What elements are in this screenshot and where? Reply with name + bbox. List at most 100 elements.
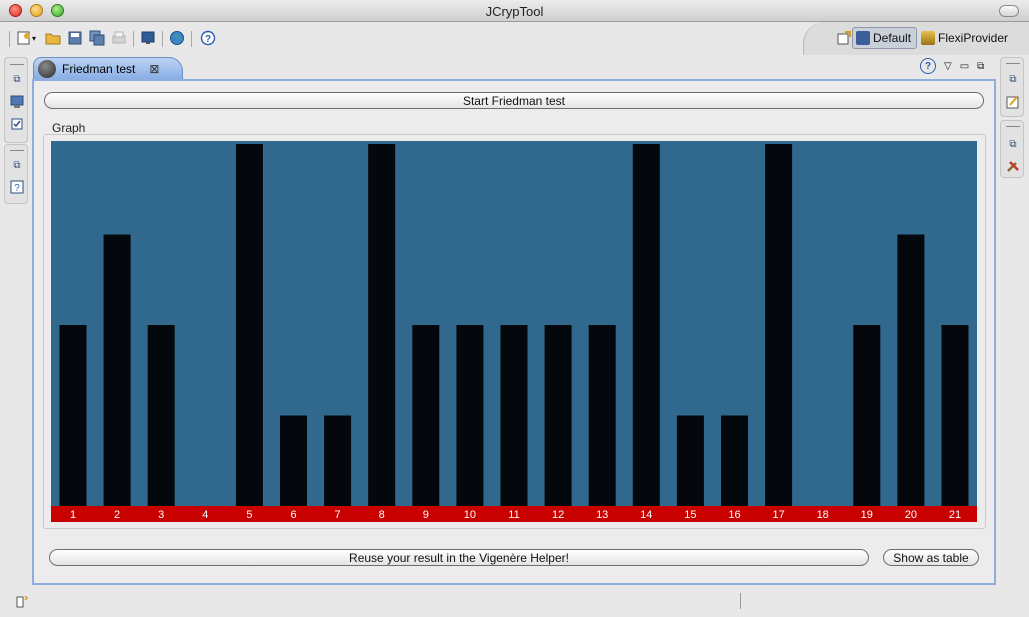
chart-bar-2 — [103, 234, 131, 506]
open-perspective-icon[interactable] — [835, 29, 853, 47]
new-dropdown-icon[interactable]: ▾ — [31, 33, 36, 43]
chart-bar-17 — [765, 144, 793, 506]
x-tick-label-11: 11 — [508, 509, 519, 521]
x-tick-label-3: 3 — [158, 509, 164, 521]
restore-icon[interactable]: ⧉ — [13, 73, 21, 85]
view-menu-icon[interactable]: ▽ — [944, 60, 952, 72]
graph-group — [43, 134, 986, 529]
x-tick-label-13: 13 — [596, 509, 608, 521]
crypto-explorer-icon[interactable] — [9, 95, 25, 109]
x-tick-label-2: 2 — [114, 509, 120, 521]
tab-friedman-test[interactable]: Friedman test ⊠ — [33, 57, 183, 80]
x-axis-label-band — [51, 506, 977, 522]
x-tick-label-18: 18 — [817, 509, 829, 521]
left-trim-stack-top: ⧉ — [4, 57, 28, 143]
chart-bar-10 — [456, 325, 484, 506]
trim-handle[interactable] — [1006, 126, 1020, 127]
svg-text:?: ? — [205, 34, 211, 45]
zoom-window-button[interactable] — [51, 4, 64, 17]
chart-bar-9 — [412, 325, 440, 506]
minimize-window-button[interactable] — [30, 4, 43, 17]
x-tick-label-7: 7 — [335, 509, 341, 521]
x-tick-label-5: 5 — [246, 509, 252, 521]
start-friedman-test-button[interactable]: Start Friedman test — [44, 92, 984, 109]
chart-bar-6 — [280, 415, 307, 506]
chart-bar-1 — [59, 325, 87, 506]
save-icon[interactable] — [66, 29, 84, 47]
chart-bar-15 — [676, 415, 704, 506]
help-icon[interactable]: ? — [199, 29, 217, 47]
algorithms-icon[interactable] — [9, 117, 25, 131]
friedman-bar-chart: 1 2 3 4 5 6 7 8 9 10 11 12 13 14 15 16 17 18 19 20 21 — [51, 144, 977, 522]
friedman-view-icon — [38, 60, 56, 78]
close-window-button[interactable] — [9, 4, 22, 17]
chart-bar-8 — [368, 144, 396, 506]
chart-bar-21 — [941, 325, 969, 506]
chart-bar-5 — [235, 144, 263, 506]
restore-icon[interactable]: ⧉ — [1009, 138, 1017, 150]
x-tick-label-20: 20 — [905, 509, 917, 521]
tab-label: Friedman test — [62, 62, 136, 76]
chart-bar-3 — [147, 325, 175, 506]
toolbar-separator — [133, 31, 134, 47]
maximize-view-icon[interactable]: ⧉ — [977, 60, 985, 72]
perspective-flexiprovider-label: FlexiProvider — [938, 31, 1009, 45]
view-toolbar: ? ▽ ▭ ⧉ — [920, 58, 984, 74]
right-trim-stack-bottom: ⧉ — [1000, 120, 1024, 178]
chart-bar-20 — [897, 234, 925, 506]
toolbar-toggle-button[interactable] — [999, 5, 1019, 17]
help-contents-icon[interactable]: ? — [9, 180, 25, 194]
toolbar-separator — [162, 31, 163, 47]
x-tick-label-17: 17 — [772, 509, 784, 521]
trim-handle[interactable] — [10, 150, 24, 151]
x-tick-label-16: 16 — [728, 509, 740, 521]
chart-bar-14 — [632, 144, 660, 506]
minimize-view-icon[interactable]: ▭ — [959, 60, 970, 72]
new-wizard-icon[interactable] — [15, 29, 33, 47]
graph-group-label: Graph — [52, 121, 86, 135]
print-icon[interactable] — [110, 29, 128, 47]
save-all-icon[interactable] — [88, 29, 106, 47]
fast-view-icon[interactable] — [14, 593, 30, 609]
chart-bar-13 — [588, 325, 616, 506]
show-as-table-button[interactable]: Show as table — [883, 549, 979, 566]
x-tick-label-4: 4 — [202, 509, 208, 521]
x-tick-label-12: 12 — [552, 509, 564, 521]
restore-icon[interactable]: ⧉ — [1009, 73, 1017, 85]
trim-handle[interactable] — [10, 64, 24, 65]
x-tick-label-1: 1 — [70, 509, 76, 521]
close-tab-icon[interactable]: ⊠ — [149, 62, 160, 76]
perspective-default-label: Default — [873, 31, 912, 45]
status-separator — [740, 593, 741, 609]
x-tick-label-9: 9 — [423, 509, 429, 521]
toolbar-separator — [191, 31, 192, 47]
window-title: JCrypTool — [485, 4, 544, 19]
chart-bar-16 — [721, 415, 748, 506]
x-tick-label-15: 15 — [684, 509, 696, 521]
title-bar: JCrypTool — [0, 0, 1029, 22]
tools-icon[interactable] — [1005, 159, 1021, 173]
perspective-flexiprovider-button[interactable]: FlexiProvider — [921, 27, 1008, 49]
reuse-in-vigenere-helper-button[interactable]: Reuse your result in the Vigenère Helper… — [49, 549, 869, 566]
perspective-default-button[interactable]: Default — [852, 27, 917, 49]
chart-bar-12 — [544, 325, 572, 506]
flexiprovider-icon — [921, 31, 935, 45]
x-tick-label-6: 6 — [290, 509, 296, 521]
console-icon[interactable] — [139, 29, 157, 47]
svg-text:?: ? — [14, 183, 20, 194]
left-trim-stack-bottom: ⧉ ? — [4, 144, 28, 204]
chart-bar-19 — [853, 325, 881, 506]
x-tick-label-19: 19 — [861, 509, 873, 521]
open-folder-icon[interactable] — [44, 29, 62, 47]
restore-icon[interactable]: ⧉ — [13, 159, 21, 171]
chart-bar-11 — [500, 325, 528, 506]
right-trim-stack-top: ⧉ — [1000, 57, 1024, 117]
status-bar — [0, 590, 1029, 617]
x-tick-label-10: 10 — [464, 509, 476, 521]
web-globe-icon[interactable] — [168, 29, 186, 47]
trim-handle[interactable] — [1006, 63, 1020, 64]
view-help-icon[interactable]: ? — [920, 58, 936, 74]
edit-properties-icon[interactable] — [1005, 95, 1021, 109]
chart-bar-7 — [324, 415, 352, 506]
jct-perspective-icon — [856, 31, 870, 45]
